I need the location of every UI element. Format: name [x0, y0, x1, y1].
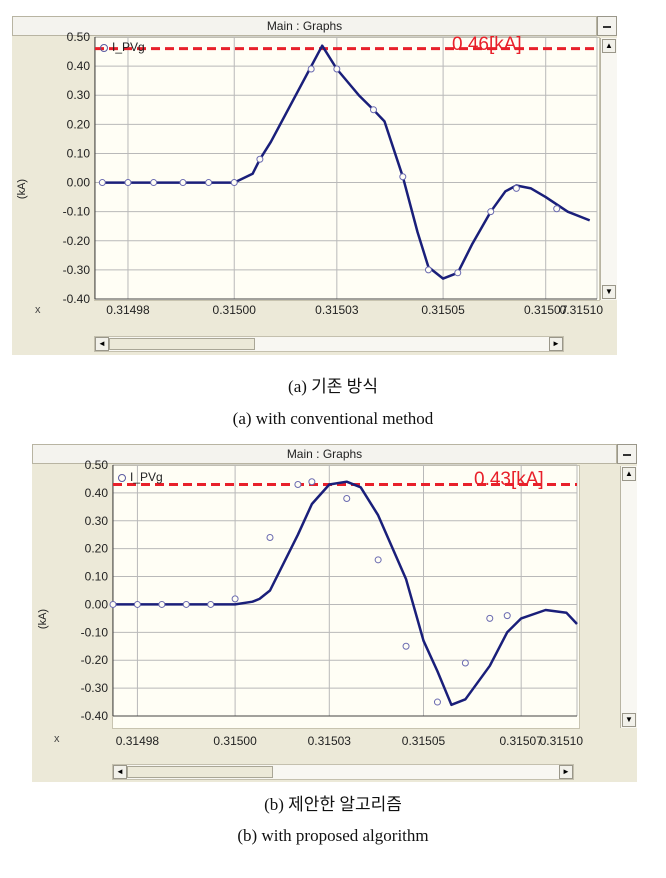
- legend-b: I_PVg: [118, 470, 163, 484]
- caption-ko-a: (a) 기존 방식: [288, 377, 378, 396]
- graph-window-b: Main : Graphs ▲ ▼ ◄ ►: [32, 444, 637, 782]
- vertical-scrollbar-b[interactable]: ▲ ▼: [620, 466, 637, 728]
- y-axis-label-a: (kA): [16, 178, 29, 200]
- legend-label-b: I_PVg: [130, 470, 163, 484]
- horizontal-scrollbar-a[interactable]: ◄ ►: [94, 336, 564, 352]
- legend-marker-icon: [118, 473, 126, 482]
- plot-area-a: [94, 37, 600, 301]
- horizontal-scrollbar-b[interactable]: ◄ ►: [112, 764, 574, 780]
- scroll-thumb-b[interactable]: [127, 766, 273, 778]
- arrow-up-icon[interactable]: ▲: [602, 39, 616, 53]
- arrow-right-icon[interactable]: ►: [559, 765, 573, 779]
- arrow-left-icon[interactable]: ◄: [113, 765, 127, 779]
- minimize-icon[interactable]: [617, 444, 637, 464]
- legend-marker-icon: [100, 43, 108, 52]
- legend-label-a: I_PVg: [112, 40, 145, 54]
- arrow-left-icon[interactable]: ◄: [95, 337, 109, 351]
- graph-window-a: Main : Graphs ▲ ▼ ◄ ►: [12, 16, 617, 355]
- arrow-down-icon[interactable]: ▼: [602, 285, 616, 299]
- window-title-b: Main : Graphs: [32, 444, 617, 464]
- vertical-scrollbar-a[interactable]: ▲ ▼: [600, 38, 617, 300]
- minimize-icon[interactable]: [597, 16, 617, 36]
- x-axis-marker-b: x: [54, 733, 60, 745]
- x-axis-marker-a: x: [35, 304, 41, 316]
- arrow-up-icon[interactable]: ▲: [622, 467, 636, 481]
- plot-area-b: [112, 465, 580, 729]
- peak-label-a: 0.46[kA]: [452, 34, 522, 55]
- arrow-right-icon[interactable]: ►: [549, 337, 563, 351]
- caption-ko-b: (b) 제안한 알고리즘: [264, 795, 402, 814]
- caption-en-b: (b) with proposed algorithm: [237, 826, 429, 845]
- caption-en-a: (a) with conventional method: [232, 409, 434, 428]
- y-axis-label-b: (kA): [37, 608, 50, 630]
- scroll-thumb-a[interactable]: [109, 338, 255, 350]
- window-title-a: Main : Graphs: [12, 16, 597, 36]
- legend-a: I_PVg: [100, 40, 145, 54]
- arrow-down-icon[interactable]: ▼: [622, 713, 636, 727]
- peak-label-b: 0.43[kA]: [474, 469, 544, 490]
